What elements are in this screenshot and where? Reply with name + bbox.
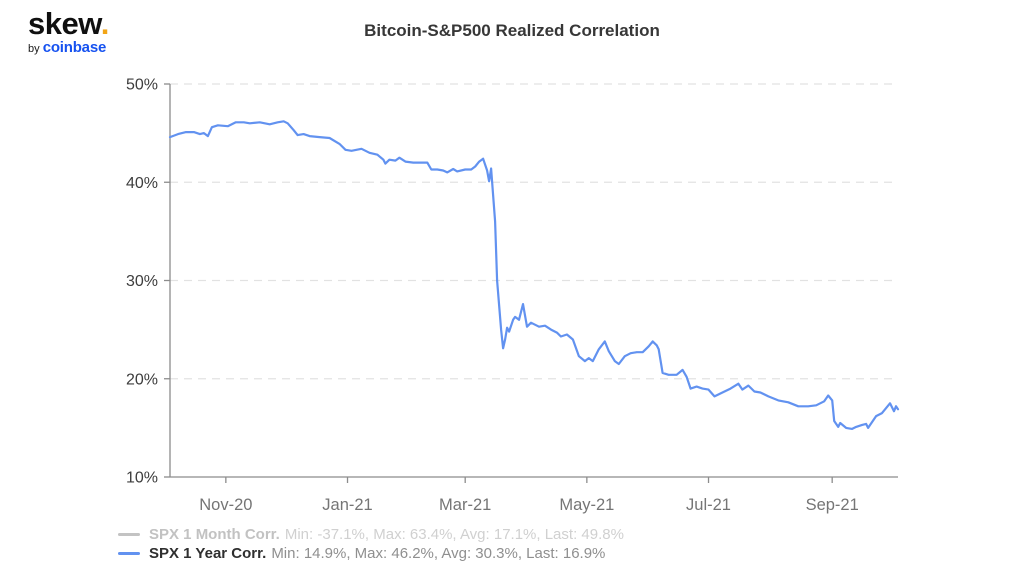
y-tick-label: 40% <box>126 175 158 192</box>
gridlines <box>170 83 898 380</box>
y-tick-label: 20% <box>126 371 158 388</box>
y-tick-label: 30% <box>126 273 158 290</box>
legend-item-spx-1-month[interactable]: SPX 1 Month Corr. Min: -37.1%, Max: 63.4… <box>118 525 624 544</box>
y-tick-label: 50% <box>126 77 158 94</box>
x-axis-labels: Nov-20 Jan-21 Mar-21 May-21 Jul-21 Sep-21 <box>199 496 859 514</box>
x-tick-label: Mar-21 <box>439 496 491 514</box>
legend-series-name: SPX 1 Month Corr. <box>149 526 280 543</box>
axes <box>164 83 898 483</box>
x-tick-label: Jan-21 <box>322 496 372 514</box>
skew-logo: skew. by coinbase <box>28 8 109 55</box>
y-tick-label: 10% <box>126 470 158 487</box>
legend-series-name: SPX 1 Year Corr. <box>149 545 267 562</box>
legend-item-spx-1-year[interactable]: SPX 1 Year Corr. Min: 14.9%, Max: 46.2%,… <box>118 544 624 563</box>
legend-series-stats: Min: -37.1%, Max: 63.4%, Avg: 17.1%, Las… <box>284 526 624 543</box>
coinbase-wordmark: coinbase <box>42 39 107 56</box>
logo-dot: . <box>100 6 110 41</box>
skew-byline: by coinbase <box>28 40 109 55</box>
logo-word: skew <box>28 6 101 41</box>
legend-series-stats: Min: 14.9%, Max: 46.2%, Avg: 30.3%, Last… <box>271 545 606 562</box>
x-tick-label: Nov-20 <box>199 496 252 514</box>
y-axis-labels: 50% 40% 30% 20% 10% <box>126 77 158 487</box>
series-lines[interactable] <box>168 120 900 430</box>
plot-area: 50% 40% 30% 20% 10% Nov-20 Jan-21 Mar-21 May-21… <box>126 77 900 514</box>
legend-dash-icon <box>118 552 140 555</box>
chart-title: Bitcoin-S&P500 Realized Correlation <box>364 21 660 40</box>
x-tick-label: Sep-21 <box>806 496 859 514</box>
series-line-1[interactable] <box>168 120 900 430</box>
byline-prefix: by <box>28 43 43 55</box>
correlation-chart: 50% 40% 30% 20% 10% Nov-20 Jan-21 Mar-21 May-21… <box>126 77 900 514</box>
skew-logo-text: skew. <box>28 8 109 39</box>
x-tick-label: May-21 <box>559 496 614 514</box>
legend-dash-icon <box>118 533 140 536</box>
legend: SPX 1 Month Corr. Min: -37.1%, Max: 63.4… <box>118 525 624 563</box>
x-tick-label: Jul-21 <box>686 496 731 514</box>
